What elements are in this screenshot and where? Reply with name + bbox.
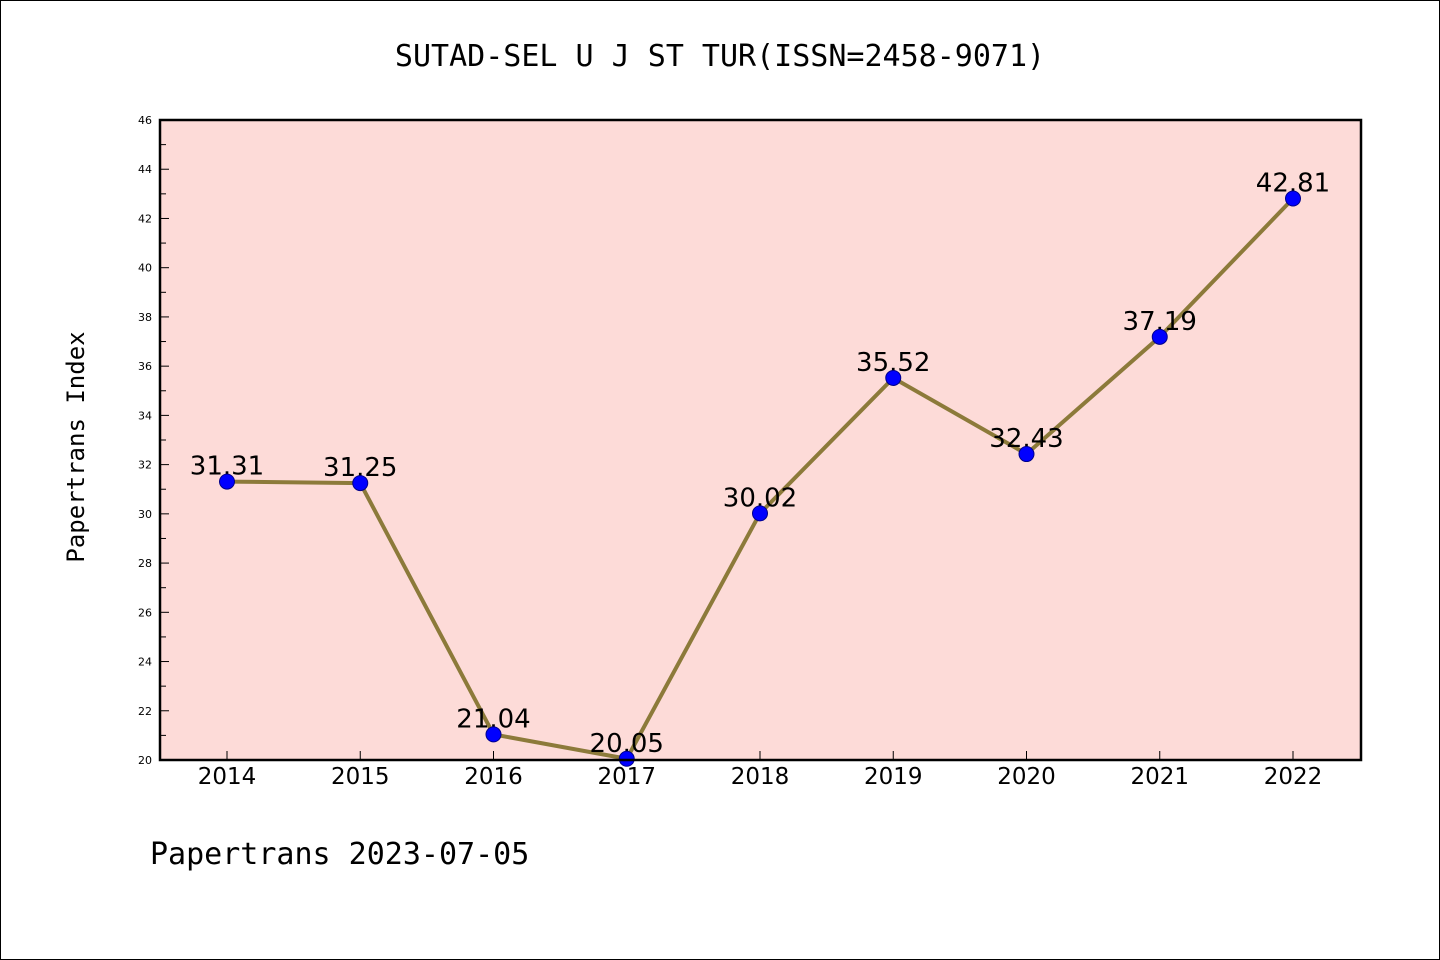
footer-credit: Papertrans 2023-07-05 bbox=[150, 837, 529, 872]
y-tick-label: 24 bbox=[138, 656, 152, 669]
y-tick-label: 40 bbox=[138, 262, 152, 275]
x-tick-label: 2018 bbox=[731, 764, 790, 790]
y-tick-label: 30 bbox=[138, 508, 152, 521]
y-tick-label: 32 bbox=[138, 459, 152, 472]
y-tick-label: 36 bbox=[138, 360, 152, 373]
data-point bbox=[485, 726, 502, 743]
x-tick-label: 2016 bbox=[464, 764, 523, 790]
data-point bbox=[1018, 446, 1035, 463]
series-layer: 31.31 31.2521.0420.0530.0235.5232.4337.19… bbox=[190, 169, 1330, 767]
data-point bbox=[219, 473, 235, 490]
x-tick-label: 2021 bbox=[1130, 764, 1189, 790]
x-tick-label: 2022 bbox=[1264, 764, 1323, 790]
y-tick-label: 44 bbox=[138, 163, 152, 176]
y-tick-label: 42 bbox=[138, 212, 152, 225]
y-tick-label: 38 bbox=[138, 311, 152, 324]
y-tick-label: 34 bbox=[138, 409, 152, 422]
x-axis: 2014 2015 2016 2017 2018 2019 2020 2021 2022 bbox=[198, 751, 1323, 790]
x-tick-label: 2019 bbox=[864, 764, 923, 790]
plot-border bbox=[158, 118, 1363, 762]
x-tick-label: 2020 bbox=[997, 764, 1056, 790]
data-point bbox=[752, 505, 768, 522]
data-point bbox=[352, 475, 369, 492]
y-axis-label: Papertrans Index bbox=[62, 331, 90, 562]
chart-title: SUTAD-SEL U J ST TUR(ISSN=2458-9071) bbox=[395, 39, 1045, 74]
x-tick-label: 2017 bbox=[597, 764, 656, 790]
data-point bbox=[1285, 190, 1301, 207]
y-tick-label: 22 bbox=[138, 705, 152, 718]
x-tick-label: 2014 bbox=[198, 764, 257, 790]
plot-area bbox=[160, 120, 1361, 760]
y-tick-label: 28 bbox=[138, 557, 152, 570]
data-point bbox=[885, 369, 902, 386]
x-tick-label: 2015 bbox=[331, 764, 390, 790]
y-tick-label: 46 bbox=[138, 114, 152, 127]
y-tick-label: 20 bbox=[138, 754, 152, 767]
y-tick-label: 26 bbox=[138, 606, 152, 619]
data-point bbox=[1151, 328, 1168, 345]
y-axis: 20 22 24 26 28 30 32 34 36 38 40 42 44 46 bbox=[138, 114, 169, 767]
